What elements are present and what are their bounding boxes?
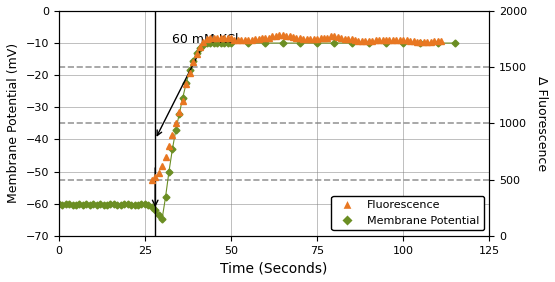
Text: 60 mM KCl: 60 mM KCl [157, 33, 239, 136]
Membrane Potential [56, 202, 62, 205]
Membrane Potential [200, 43, 207, 46]
Membrane Potential [179, 96, 186, 99]
Membrane Potential [83, 202, 89, 206]
Y-axis label: Membrane Potential (mV): Membrane Potential (mV) [7, 43, 20, 203]
Membrane Potential [204, 41, 210, 45]
Membrane Potential [452, 41, 458, 45]
X-axis label: Time (Seconds): Time (Seconds) [220, 261, 328, 275]
Membrane Potential [196, 46, 203, 50]
Fluorescence [196, 45, 203, 49]
Line: Membrane Potential: Membrane Potential [56, 41, 457, 221]
Y-axis label: Δ Fluorescence: Δ Fluorescence [535, 76, 548, 171]
Fluorescence [276, 33, 282, 36]
Fluorescence [438, 39, 445, 43]
Fluorescence [148, 178, 155, 181]
Membrane Potential [165, 170, 172, 173]
Fluorescence [235, 38, 241, 42]
Membrane Potential [145, 204, 152, 207]
Fluorescence [424, 41, 431, 44]
Legend: Fluorescence, Membrane Potential: Fluorescence, Membrane Potential [331, 196, 484, 230]
Fluorescence [248, 38, 255, 42]
Fluorescence [296, 36, 303, 39]
Line: Fluorescence: Fluorescence [149, 32, 444, 182]
Fluorescence [238, 38, 245, 42]
Membrane Potential [159, 217, 165, 221]
